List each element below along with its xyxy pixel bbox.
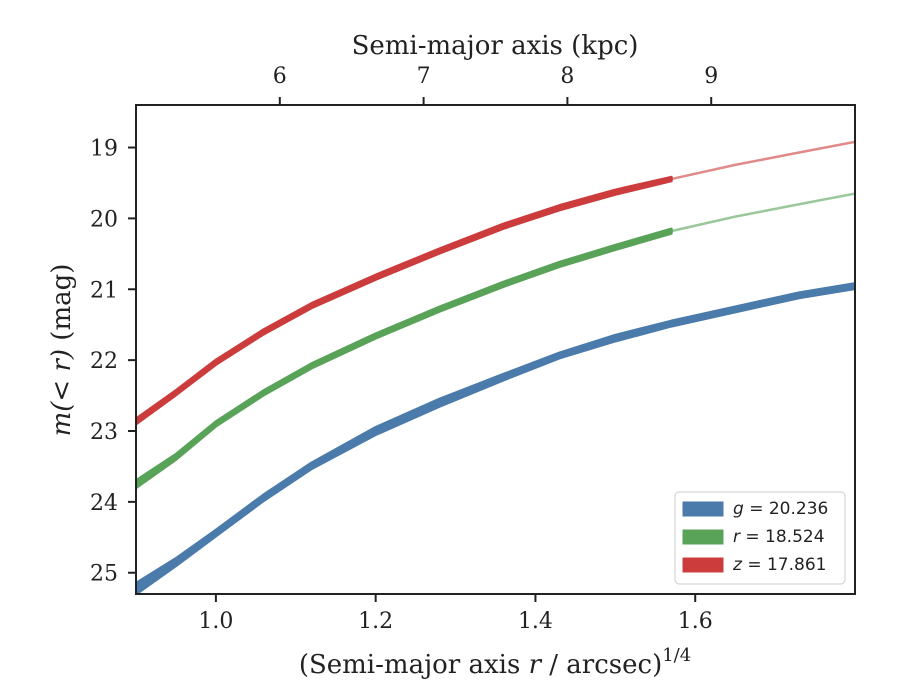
legend-label-z: z = 17.861 <box>732 555 826 575</box>
series-band-r <box>136 227 673 490</box>
x-tick-label: 1.6 <box>678 609 713 634</box>
legend-swatch-g <box>682 501 724 517</box>
y-axis-title-math: m(< r) <box>47 349 77 436</box>
x-axis-title-middle: / arcsec) <box>541 650 662 680</box>
x-axis-title-var: r <box>529 650 543 680</box>
series-band-g <box>136 282 855 594</box>
plot-area <box>135 104 856 595</box>
series-group <box>136 140 855 594</box>
legend-swatch-z <box>682 557 724 573</box>
series-extrapolation-r <box>670 192 855 233</box>
legend-var: g <box>733 499 744 519</box>
legend-value: = 17.861 <box>742 555 827 575</box>
y-tick-label: 23 <box>90 420 118 445</box>
x-axis-title-sup: 1/4 <box>662 645 691 666</box>
x-tick-label: 1.2 <box>358 609 393 634</box>
x-tick-label: 1.0 <box>198 609 233 634</box>
y-tick-label: 24 <box>90 491 118 516</box>
top-tick-label: 8 <box>560 64 574 89</box>
y-tick-label: 20 <box>90 207 118 232</box>
legend-var: z <box>732 555 743 575</box>
series-extrapolation-z <box>670 140 855 181</box>
axis-ticks: 1.0 1.2 1.4 1.6 19 20 21 22 23 24 25 6 7 8 9 <box>90 64 718 634</box>
x-axis-title: (Semi-major axis r / arcsec)1/4 <box>299 645 691 680</box>
y-tick-label: 21 <box>90 278 118 303</box>
y-tick-label: 25 <box>90 562 118 587</box>
top-tick-label: 9 <box>704 64 718 89</box>
legend-value: = 20.236 <box>744 499 829 519</box>
top-tick-label: 6 <box>273 64 287 89</box>
top-axis-title: Semi-major axis (kpc) <box>352 31 639 61</box>
y-axis-title: m(< r) (mag) <box>47 264 77 437</box>
x-tick-label: 1.4 <box>518 609 553 634</box>
legend-label-r: r = 18.524 <box>733 527 825 547</box>
y-tick-label: 22 <box>90 349 118 374</box>
y-tick-label: 19 <box>90 137 118 162</box>
legend-label-g: g = 20.236 <box>733 499 828 519</box>
top-tick-label: 7 <box>417 64 431 89</box>
plot-frame <box>135 104 856 595</box>
y-axis-title-unit: (mag) <box>47 264 77 349</box>
legend-swatch-r <box>682 529 724 545</box>
x-axis-title-prefix: (Semi-major axis <box>299 650 529 680</box>
series-band-z <box>136 175 673 426</box>
legend-value: = 18.524 <box>740 527 825 547</box>
legend-var: r <box>733 527 741 547</box>
